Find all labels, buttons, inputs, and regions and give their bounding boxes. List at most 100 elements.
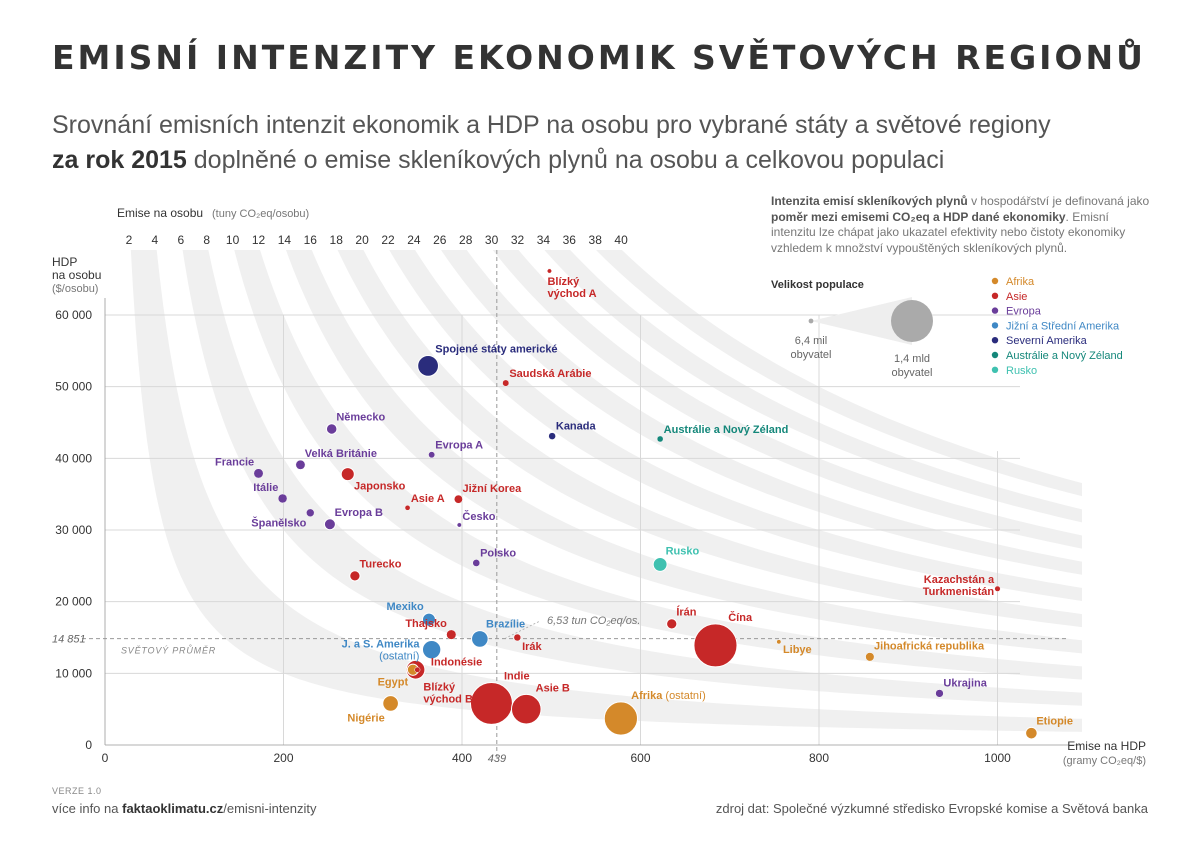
point[interactable] (295, 459, 306, 470)
point[interactable] (421, 640, 442, 660)
y-tick-label: 50 000 (55, 380, 92, 394)
legend-region-label: Jižní a Střední Amerika (1006, 320, 1120, 332)
y-tick-label: 60 000 (55, 308, 92, 322)
point[interactable] (547, 268, 552, 274)
point[interactable] (456, 522, 462, 528)
point-label: východ B (423, 694, 473, 706)
point-label: Japonsko (354, 481, 406, 493)
point-label: Saudská Arábie (509, 368, 591, 380)
legend-large-circle (891, 300, 933, 342)
top-tick-label: 30 (485, 233, 499, 247)
point[interactable] (693, 623, 738, 668)
point-label: Mexiko (386, 601, 424, 613)
more-info: více info na faktaoklimatu.cz/emisni-int… (52, 801, 316, 816)
point[interactable] (656, 435, 664, 443)
point-label: Čína (728, 611, 753, 624)
point[interactable] (325, 423, 338, 435)
avg-text: SVĚTOVÝ PRŮMĚR (121, 645, 216, 656)
point[interactable] (253, 468, 264, 479)
top-tick-label: 36 (563, 233, 577, 247)
point[interactable] (471, 630, 489, 648)
point-label: Jihoafrická republika (874, 641, 985, 653)
point[interactable] (603, 701, 638, 736)
info-bold2: poměr mezi emisemi CO₂eq a HDP dané ekon… (771, 209, 1066, 224)
point-label: Etiopie (1036, 715, 1073, 727)
point[interactable] (994, 585, 1001, 592)
info-text1: v hospodářství je definovaná jako (967, 194, 1150, 208)
point[interactable] (652, 556, 668, 572)
legend: Velikost populace 6,4 mil obyvatel 1,4 mld o… (771, 276, 1123, 379)
top-tick-label: 8 (203, 233, 210, 247)
top-tick-label: 34 (537, 233, 551, 247)
point-label: Írán (676, 606, 696, 619)
point[interactable] (404, 504, 411, 511)
point[interactable] (340, 467, 355, 482)
top-tick-label: 16 (304, 233, 318, 247)
point-label-suffix: (ostatní) (662, 690, 705, 702)
point-label: Libye (783, 644, 812, 656)
legend-region-swatch (991, 322, 999, 329)
legend-region-label: Asie (1006, 291, 1027, 303)
point[interactable] (421, 612, 436, 627)
point[interactable] (454, 494, 463, 504)
point[interactable] (349, 570, 361, 582)
legend-size-title: Velikost populace (771, 279, 864, 291)
top-tick-label: 10 (226, 233, 240, 247)
top-tick-label: 22 (381, 233, 395, 247)
legend-large-label: 1,4 mld (894, 353, 930, 365)
point[interactable] (277, 493, 288, 504)
point[interactable] (548, 432, 556, 440)
point-label: Indie (504, 670, 530, 682)
info-bold1: Intenzita emisí skleníkových plynů (771, 194, 968, 208)
more-info-path: /emisni-intenzity (223, 801, 317, 816)
more-info-domain[interactable]: faktaoklimatu.cz (122, 801, 224, 816)
top-tick-label: 12 (252, 233, 266, 247)
legend-region-swatch (991, 337, 999, 344)
point-label: Španělsko (251, 517, 306, 530)
point[interactable] (417, 354, 439, 377)
point-label: Brazílie (486, 619, 525, 631)
page-title: EMISNÍ INTENZITY EKONOMIK SVĚTOVÝCH REGI… (52, 38, 1146, 77)
point-label: Rusko (666, 545, 700, 557)
point[interactable] (865, 652, 875, 662)
top-tick-label: 2 (126, 233, 133, 247)
point-label: Blízký (423, 682, 456, 694)
point[interactable] (510, 693, 542, 725)
top-tick-label: 28 (459, 233, 473, 247)
point-label: Egypt (378, 676, 409, 688)
point[interactable] (382, 695, 399, 712)
point[interactable] (1025, 726, 1038, 740)
point[interactable] (472, 559, 481, 567)
legend-region-swatch (991, 292, 999, 299)
point[interactable] (469, 681, 513, 725)
point[interactable] (446, 629, 457, 640)
point-label: Indonésie (431, 657, 482, 669)
point[interactable] (935, 689, 944, 698)
y-tick-label: 20 000 (55, 595, 92, 609)
legend-region-label: Afrika (1006, 276, 1035, 288)
legend-region-swatch (991, 307, 999, 314)
point-label: východ A (547, 288, 596, 300)
top-tick-label: 38 (589, 233, 603, 247)
subtitle-line1: Srovnání emisních intenzit ekonomik a HD… (52, 111, 1051, 139)
point[interactable] (513, 633, 522, 642)
legend-small-label-2: obyvatel (791, 349, 832, 361)
point[interactable] (323, 518, 336, 531)
top-tick-label: 6 (177, 233, 184, 247)
point[interactable] (428, 451, 436, 459)
point-label: Polsko (480, 547, 516, 559)
point[interactable] (502, 379, 510, 387)
point-label: Blízký (547, 276, 580, 288)
legend-size-cone (811, 297, 912, 345)
point-label: Velká Británie (305, 448, 377, 460)
per-capita-band (337, 250, 1082, 628)
point[interactable] (666, 618, 678, 630)
x-axis-title: Emise na HDP (1067, 739, 1146, 753)
point[interactable] (414, 666, 421, 673)
legend-region-swatch (991, 351, 999, 359)
point[interactable] (306, 508, 315, 517)
point[interactable] (776, 639, 782, 645)
more-info-prefix: více info na (52, 801, 123, 816)
axes: 0 10 000 20 000 30 000 40 000 50 000 60 000 0 20… (52, 206, 1146, 767)
point-label: Kanada (556, 421, 597, 433)
